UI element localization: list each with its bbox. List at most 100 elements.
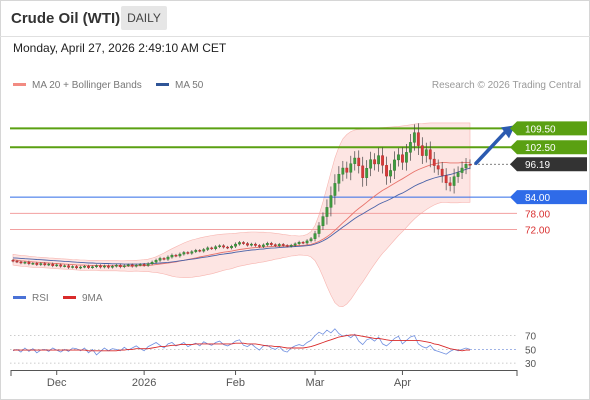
candle — [23, 260, 27, 265]
candle — [250, 242, 253, 247]
candle — [43, 262, 47, 267]
candle — [389, 163, 392, 183]
candle — [424, 142, 428, 163]
candle-up-body — [110, 266, 114, 268]
candle — [87, 264, 90, 269]
x-tick-label-2026: 2026 — [132, 377, 156, 389]
candle — [59, 263, 63, 268]
candle — [393, 151, 396, 179]
rsi-9ma-legend-swatch — [63, 295, 76, 299]
candle-up-body — [305, 240, 309, 244]
candle — [261, 243, 265, 249]
candle — [194, 248, 198, 254]
candle-down-body — [27, 261, 31, 264]
candle-up-body — [265, 243, 269, 246]
candle-up-body — [91, 266, 94, 268]
candle — [35, 261, 39, 267]
candle — [166, 255, 170, 261]
candle — [365, 160, 369, 186]
rsi-tick-50: 50 — [525, 345, 537, 356]
candle-up-body — [408, 142, 412, 153]
price-legend-ma50: MA 50 — [156, 80, 203, 92]
candle — [126, 263, 130, 267]
candle-up-body — [452, 176, 456, 186]
rsi-panel: 70 50 30 — [10, 328, 537, 370]
candle — [218, 244, 222, 249]
candle — [444, 168, 448, 191]
level-tag-text: 96.19 — [525, 160, 550, 171]
candle — [174, 253, 178, 258]
candle-up-body — [150, 261, 154, 264]
candle-up-body — [325, 207, 329, 217]
candle-down-body — [67, 265, 71, 268]
x-tick-label-Dec: Dec — [47, 377, 67, 389]
ma20-legend-swatch — [13, 82, 26, 86]
candle — [265, 241, 269, 247]
candle — [246, 242, 249, 247]
bollinger-band-area — [12, 122, 471, 308]
candle — [436, 159, 440, 176]
candle — [202, 247, 206, 253]
candle — [222, 244, 226, 249]
ma50-line — [12, 167, 471, 265]
candle — [210, 246, 214, 250]
candle-up-body — [377, 155, 380, 165]
candle-up-body — [202, 249, 206, 252]
candle — [333, 174, 337, 205]
candle-down-body — [242, 242, 245, 244]
candle — [79, 265, 82, 270]
candle — [460, 161, 464, 180]
candle — [11, 259, 15, 263]
timeframe-button[interactable]: DAILY — [121, 6, 167, 30]
candle-down-body — [246, 243, 249, 246]
level-tag-102.50: 102.50 — [510, 140, 587, 155]
candle-up-body — [122, 265, 126, 267]
candle-up-body — [389, 170, 392, 177]
rsi-9ma-line — [13, 334, 470, 352]
candle — [242, 241, 245, 245]
candle-down-body — [118, 264, 122, 267]
candle-up-body — [397, 154, 400, 161]
candle-up-body — [460, 167, 464, 173]
candle-up-body — [31, 263, 35, 265]
candle-up-body — [293, 243, 297, 246]
candle — [186, 251, 190, 255]
candle-up-body — [23, 261, 27, 264]
candle-up-body — [170, 254, 174, 258]
candle — [440, 161, 444, 183]
level-tag-84.00: 84.00 — [510, 190, 587, 205]
candle — [281, 243, 285, 247]
candle-down-body — [416, 132, 420, 146]
candle — [198, 249, 202, 253]
candle-down-body — [35, 263, 39, 265]
x-tick-label-Feb: Feb — [226, 377, 245, 389]
candle-up-body — [95, 265, 98, 267]
candle — [349, 155, 353, 181]
price-panel: 109.50 102.50 96.19 84.00 78.00 72.00 — [10, 121, 587, 308]
candle-up-body — [126, 264, 130, 267]
candle — [39, 262, 43, 266]
candle-up-body — [230, 246, 233, 249]
candle-up-body — [313, 233, 317, 239]
candle-up-body — [63, 265, 67, 267]
candle-up-body — [83, 266, 86, 268]
candle — [317, 222, 321, 238]
candle — [106, 264, 110, 269]
candle-up-body — [39, 263, 43, 265]
candle — [357, 150, 361, 174]
candle-up-body — [166, 256, 170, 260]
candle-up-body — [158, 258, 162, 261]
candle — [309, 236, 313, 243]
candle-up-body — [194, 250, 198, 252]
level-tag-96.19: 96.19 — [510, 157, 587, 172]
candle-down-body — [468, 164, 472, 166]
x-tick-label-Apr: Apr — [394, 377, 411, 389]
level-tag-text: 109.50 — [525, 124, 556, 135]
candle — [412, 124, 416, 151]
candle-up-body — [365, 168, 369, 178]
candle-down-body — [436, 165, 440, 170]
candle — [273, 243, 277, 248]
candle — [142, 263, 146, 267]
level-tag-text: 84.00 — [525, 193, 550, 204]
candle — [361, 156, 365, 187]
